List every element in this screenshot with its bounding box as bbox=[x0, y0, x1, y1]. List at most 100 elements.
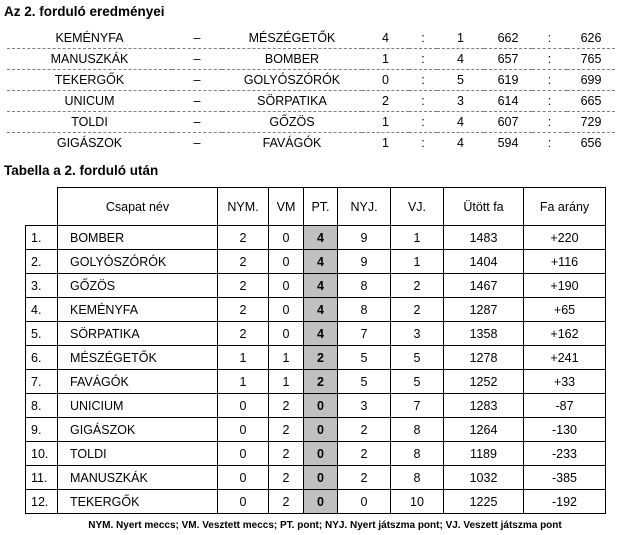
away-team-cell: GŐZÖS bbox=[222, 111, 362, 133]
pins-hit-cell: 1358 bbox=[443, 321, 524, 346]
rank-cell: 5. bbox=[25, 321, 58, 346]
standings-row: 3. GŐZÖS 2 0 4 8 2 1467 +190 bbox=[25, 273, 606, 298]
home-team-cell: TOLDI bbox=[7, 111, 172, 133]
lost-matches-cell: 2 bbox=[268, 393, 304, 418]
lost-matches-header: VM bbox=[268, 187, 304, 226]
vs-dash: – bbox=[172, 111, 222, 133]
score-colon: : bbox=[409, 48, 437, 70]
won-matches-cell: 0 bbox=[217, 465, 269, 490]
score-colon: : bbox=[421, 136, 425, 150]
pins-colon: : bbox=[532, 90, 567, 112]
home-set-score: 1 bbox=[362, 111, 409, 133]
lost-games-cell: 2 bbox=[390, 297, 444, 322]
team-name-cell: TEKERGŐK bbox=[57, 489, 218, 514]
team-name-cell: GOLYÓSZÓRÓK bbox=[57, 249, 218, 274]
away-set-score: 5 bbox=[437, 69, 484, 91]
won-matches-cell: 2 bbox=[217, 273, 269, 298]
won-matches-cell: 2 bbox=[217, 225, 269, 250]
standings-title: Tabella a 2. forduló után bbox=[4, 163, 159, 178]
won-matches-cell: 0 bbox=[217, 417, 269, 442]
pin-ratio-header: Fa arány bbox=[523, 187, 606, 226]
home-pins: 619 bbox=[484, 69, 532, 91]
rank-cell: 3. bbox=[25, 273, 58, 298]
abbreviation-legend: NYM. Nyert meccs; VM. Vesztett meccs; PT… bbox=[88, 520, 562, 531]
won-games-cell: 9 bbox=[337, 249, 391, 274]
away-team-cell: SÖRPATIKA bbox=[222, 90, 362, 112]
won-games-cell: 8 bbox=[337, 273, 391, 298]
rank-cell: 12. bbox=[25, 489, 58, 514]
lost-games-cell: 1 bbox=[390, 225, 444, 250]
lost-games-cell: 5 bbox=[390, 369, 444, 394]
rank-cell: 10. bbox=[25, 441, 58, 466]
standings-row: 11. MANUSZKÁK 0 2 0 2 8 1032 -385 bbox=[25, 465, 606, 490]
lost-games-cell: 2 bbox=[390, 273, 444, 298]
score-colon: : bbox=[409, 69, 437, 91]
standings-row: 1. BOMBER 2 0 4 9 1 1483 +220 bbox=[25, 225, 606, 250]
lost-games-cell: 3 bbox=[390, 321, 444, 346]
won-matches-cell: 2 bbox=[217, 249, 269, 274]
pins-hit-cell: 1467 bbox=[443, 273, 524, 298]
pins-colon: : bbox=[532, 28, 567, 49]
lost-matches-cell: 2 bbox=[268, 489, 304, 514]
points-cell: 0 bbox=[303, 393, 338, 418]
away-team-cell: FAVÁGÓK bbox=[262, 136, 322, 150]
team-name-cell: GŐZÖS bbox=[57, 273, 218, 298]
pins-hit-cell: 1283 bbox=[443, 393, 524, 418]
pins-colon: : bbox=[532, 111, 567, 133]
home-pins: 607 bbox=[484, 111, 532, 133]
won-matches-cell: 0 bbox=[217, 489, 269, 514]
won-matches-cell: 1 bbox=[217, 369, 269, 394]
home-team-cell: KEMÉNYFA bbox=[7, 28, 172, 49]
pins-colon: : bbox=[532, 69, 567, 91]
pin-ratio-cell: +65 bbox=[523, 297, 606, 322]
won-matches-cell: 0 bbox=[217, 393, 269, 418]
rank-cell: 4. bbox=[25, 297, 58, 322]
won-games-cell: 5 bbox=[337, 369, 391, 394]
away-set-score: 1 bbox=[437, 28, 484, 49]
won-matches-cell: 2 bbox=[217, 297, 269, 322]
lost-games-cell: 5 bbox=[390, 345, 444, 370]
away-team-cell: MÉSZÉGETŐK bbox=[222, 28, 362, 49]
results-row: TEKERGŐK – GOLYÓSZÓRÓK 0:5 619:699 bbox=[7, 69, 615, 91]
pin-ratio-cell: -233 bbox=[523, 441, 606, 466]
rank-cell: 1. bbox=[25, 225, 58, 250]
team-name-cell: MANUSZKÁK bbox=[57, 465, 218, 490]
lost-games-cell: 1 bbox=[390, 249, 444, 274]
points-cell: 2 bbox=[303, 369, 338, 394]
lost-games-cell: 7 bbox=[390, 393, 444, 418]
results-row: KEMÉNYFA – MÉSZÉGETŐK 4:1 662:626 bbox=[7, 28, 615, 49]
team-name-cell: TOLDI bbox=[57, 441, 218, 466]
results-table: KEMÉNYFA – MÉSZÉGETŐK 4:1 662:626 MANUSZKÁK – B… bbox=[7, 28, 615, 153]
rank-cell: 11. bbox=[25, 465, 58, 490]
pin-ratio-cell: +220 bbox=[523, 225, 606, 250]
away-set-score: 3 bbox=[437, 90, 484, 112]
lost-games-cell: 8 bbox=[390, 417, 444, 442]
home-set-score: 1 bbox=[382, 136, 389, 150]
won-games-cell: 7 bbox=[337, 321, 391, 346]
vs-dash: – bbox=[172, 28, 222, 49]
pins-colon: : bbox=[532, 48, 567, 70]
won-matches-header: NYM. bbox=[217, 187, 269, 226]
away-pins: 729 bbox=[567, 111, 615, 133]
results-title: Az 2. forduló eredményei bbox=[4, 4, 165, 19]
results-row: MANUSZKÁK – BOMBER 1:4 657:765 bbox=[7, 48, 615, 70]
away-set-score: 4 bbox=[437, 111, 484, 133]
points-cell: 4 bbox=[303, 249, 338, 274]
standings-row: 2. GOLYÓSZÓRÓK 2 0 4 9 1 1404 +116 bbox=[25, 249, 606, 274]
away-team-cell: BOMBER bbox=[222, 48, 362, 70]
standings-row: 10. TOLDI 0 2 0 2 8 1189 -233 bbox=[25, 441, 606, 466]
lost-matches-cell: 2 bbox=[268, 465, 304, 490]
standings-row: 8. UNICIUM 0 2 0 3 7 1283 -87 bbox=[25, 393, 606, 418]
home-set-score: 1 bbox=[362, 48, 409, 70]
home-set-score: 4 bbox=[362, 28, 409, 49]
away-set-score: 4 bbox=[437, 48, 484, 70]
won-matches-cell: 2 bbox=[217, 321, 269, 346]
lost-matches-cell: 0 bbox=[268, 273, 304, 298]
pin-ratio-cell: +162 bbox=[523, 321, 606, 346]
lost-matches-cell: 2 bbox=[268, 417, 304, 442]
won-matches-cell: 0 bbox=[217, 441, 269, 466]
standings-table: Csapat név NYM. VM PT. NYJ. VJ. Ütött fa… bbox=[25, 187, 606, 514]
lost-matches-cell: 0 bbox=[268, 225, 304, 250]
team-name-cell: SÖRPATIKA bbox=[57, 321, 218, 346]
vs-dash: – bbox=[172, 69, 222, 91]
